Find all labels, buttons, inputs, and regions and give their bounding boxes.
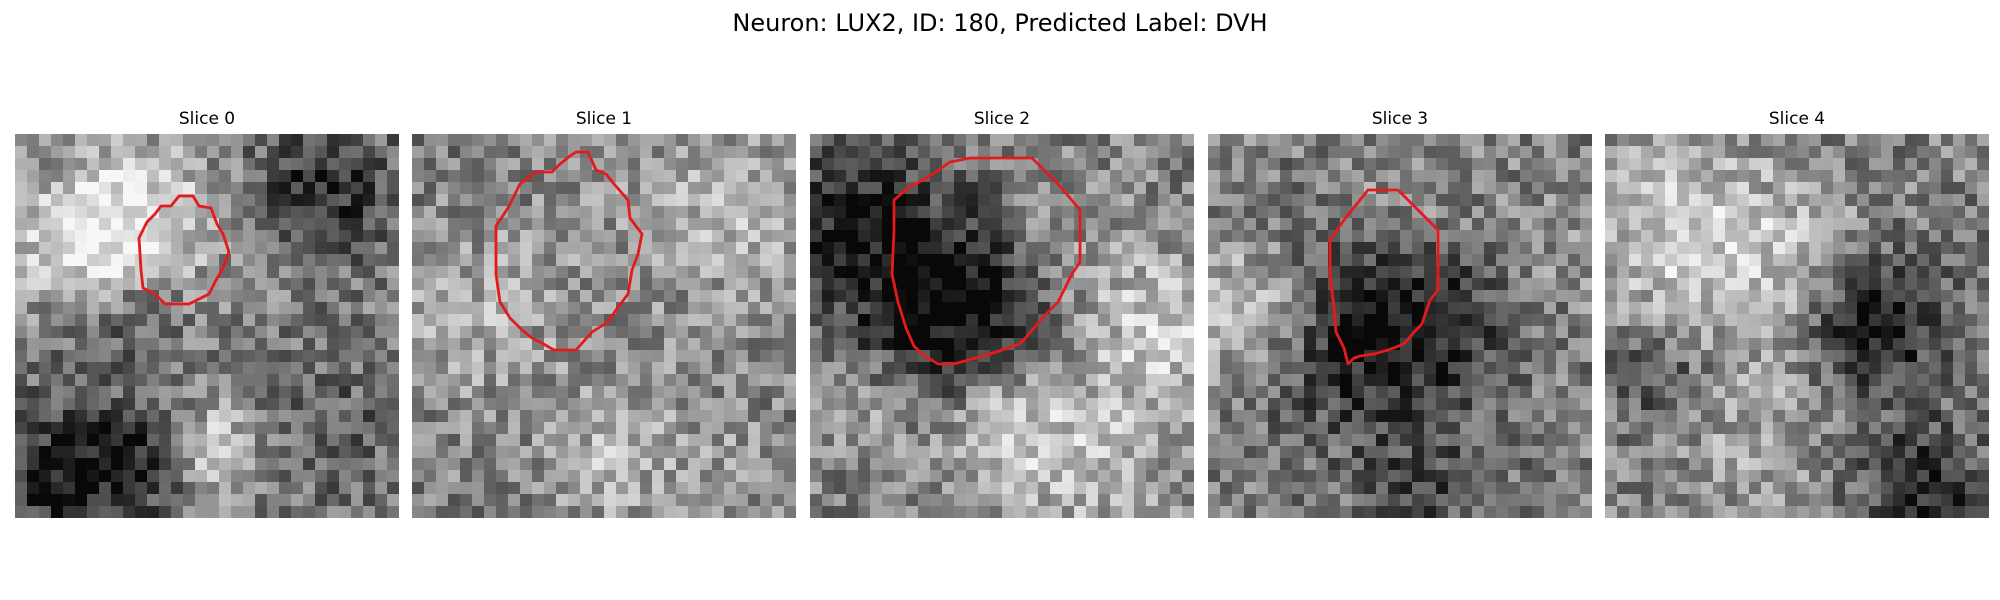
slice-image-1 xyxy=(412,134,796,518)
slice-title-3: Slice 3 xyxy=(1208,108,1592,130)
slice-title-2: Slice 2 xyxy=(810,108,1194,130)
slice-image-3 xyxy=(1208,134,1592,518)
slice-title-1: Slice 1 xyxy=(412,108,796,130)
slice-title-4: Slice 4 xyxy=(1605,108,1989,130)
slice-title-0: Slice 0 xyxy=(15,108,399,130)
slice-image-0 xyxy=(15,134,399,518)
slice-image-4 xyxy=(1605,134,1989,518)
slice-image-2 xyxy=(810,134,1194,518)
figure-title: Neuron: LUX2, ID: 180, Predicted Label: … xyxy=(0,8,2000,38)
